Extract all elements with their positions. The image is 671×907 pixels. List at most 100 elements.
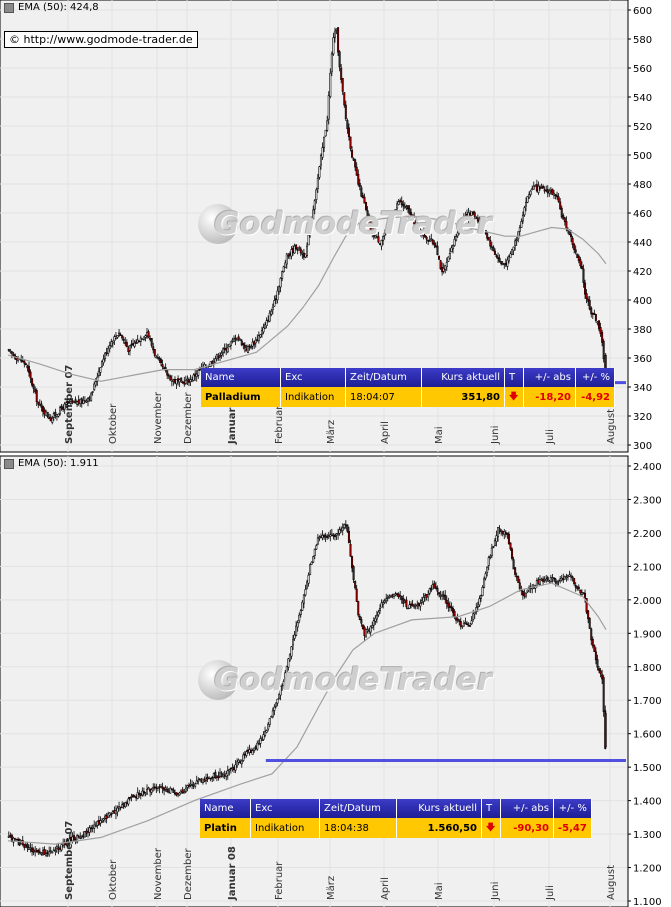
trend-cell: 🡇 <box>481 818 501 838</box>
candle-body <box>268 718 271 725</box>
candle-body <box>96 821 99 826</box>
candle-body <box>506 259 509 267</box>
candle-body <box>161 786 164 789</box>
candle-body <box>83 831 86 838</box>
candle-body <box>234 337 237 341</box>
candle-body <box>180 377 183 381</box>
table-row[interactable]: Platin Indikation 18:04:38 1.560,50 🡇 -9… <box>200 818 592 838</box>
candle-body <box>584 282 587 295</box>
y-tick-label: 440 <box>633 238 652 249</box>
table-row[interactable]: Palladium Indikation 18:04:07 351,80 🡇 -… <box>201 387 615 407</box>
candle-body <box>554 194 557 196</box>
candle-body <box>138 792 141 795</box>
candle-body <box>518 227 521 232</box>
col-name: Name <box>201 368 281 387</box>
instrument-name: Palladium <box>201 387 281 407</box>
candle-body <box>329 72 332 98</box>
candle-body <box>391 594 394 597</box>
candle-body <box>220 352 223 356</box>
candle-body <box>88 397 91 400</box>
candle-body <box>430 587 433 591</box>
candle-body <box>355 588 358 602</box>
candle-body <box>332 534 335 537</box>
candle-body <box>321 147 324 158</box>
candle-body <box>337 533 340 536</box>
y-tick-label: 320 <box>633 412 652 423</box>
x-tick-label: Februar <box>274 861 285 900</box>
candle-body <box>467 212 470 219</box>
x-tick-label: Juni <box>490 426 501 445</box>
candle-body <box>93 824 96 829</box>
candle-body <box>220 773 223 777</box>
candle-body <box>577 586 580 589</box>
candle-body <box>380 240 383 247</box>
x-tick-label: Dezember <box>183 848 194 900</box>
candle-body <box>292 248 295 253</box>
candle-body <box>37 850 40 853</box>
candle-body <box>262 327 265 333</box>
candle-body <box>51 417 54 423</box>
candle-body <box>368 630 371 632</box>
candle-body <box>206 776 209 780</box>
candle-body <box>307 234 310 246</box>
arrow-down-icon: 🡇 <box>486 823 496 833</box>
candle-body <box>7 348 10 351</box>
candle-body <box>545 189 548 192</box>
candle-body <box>301 252 304 255</box>
candle-body <box>329 534 332 537</box>
x-tick-label: Dezember <box>183 392 194 444</box>
candle-body <box>593 313 596 315</box>
candle-body <box>574 585 577 588</box>
candle-body <box>197 369 200 376</box>
x-tick-label: Juli <box>545 885 556 901</box>
candle-body <box>228 769 231 772</box>
candle-body <box>343 524 346 528</box>
candle-body <box>127 347 130 353</box>
candle-body <box>584 592 587 599</box>
y-tick-label: 580 <box>633 35 652 46</box>
candle-body <box>335 533 338 536</box>
candle-body <box>598 668 601 671</box>
candle-body <box>514 240 517 246</box>
candle-body <box>163 788 166 791</box>
copyright-link[interactable]: © http://www.godmode-trader.de <box>4 31 198 48</box>
x-tick-label: April <box>380 877 391 900</box>
candle-body <box>66 401 69 404</box>
x-tick-label: April <box>380 421 391 444</box>
candle-body <box>551 188 554 195</box>
candle-body <box>573 244 576 250</box>
candle-body <box>9 350 12 353</box>
col-trend: T <box>481 799 501 818</box>
candle-body <box>254 339 257 344</box>
candle-body <box>351 149 354 158</box>
candle-body <box>498 528 501 533</box>
y-tick-label: 2.200 <box>633 529 662 540</box>
candle-body <box>385 227 388 235</box>
candle-body <box>159 786 162 788</box>
candle-body <box>209 777 212 780</box>
candle-body <box>406 205 409 210</box>
candle-body <box>372 229 375 237</box>
candle-body <box>178 379 181 383</box>
candle-body <box>580 266 583 269</box>
candle-body <box>458 619 461 622</box>
candle-body <box>304 253 307 258</box>
candle-body <box>211 776 214 779</box>
candle-body <box>313 200 316 210</box>
candle-body <box>93 383 96 391</box>
candle-body <box>24 363 27 365</box>
candle-body <box>344 104 347 120</box>
candle-body <box>156 786 159 789</box>
exchange: Indikation <box>250 818 320 838</box>
candle-body <box>63 403 66 410</box>
candle-body <box>34 388 37 393</box>
candle-body <box>71 400 74 403</box>
candle-body <box>304 589 307 596</box>
candle-body <box>546 189 549 194</box>
candle-body <box>392 593 395 597</box>
candle-body <box>59 407 62 415</box>
candle-body <box>118 806 121 809</box>
candle-body <box>576 586 579 589</box>
candle-body <box>447 602 450 608</box>
candle-body <box>43 409 46 415</box>
